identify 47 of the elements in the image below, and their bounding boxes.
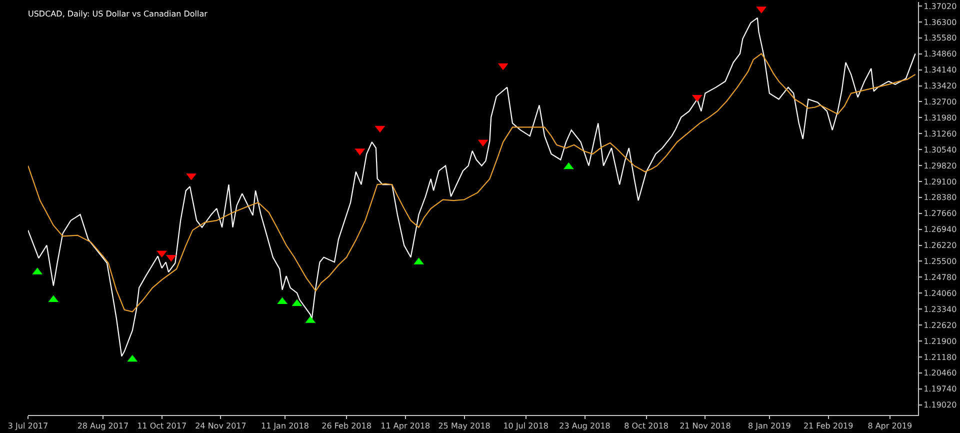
y-tick-label: 1.29820 xyxy=(924,161,957,170)
y-tick-label: 1.26220 xyxy=(924,241,957,250)
x-tick-label: 25 May 2018 xyxy=(438,422,490,431)
y-tick-label: 1.35580 xyxy=(924,34,957,43)
y-tick-label: 1.28380 xyxy=(924,193,957,202)
y-tick-label: 1.21180 xyxy=(924,352,957,362)
x-tick-label: 21 Nov 2018 xyxy=(680,422,731,431)
y-tick-label: 1.19740 xyxy=(924,384,957,394)
y-tick-label: 1.24780 xyxy=(924,272,957,282)
x-tick-label: 24 Nov 2017 xyxy=(195,422,246,431)
y-tick-label: 1.34860 xyxy=(924,50,957,59)
x-tick-label: 8 Oct 2018 xyxy=(624,422,669,431)
y-tick-label: 1.31980 xyxy=(924,113,957,122)
text: USDCAD, Daily: US Dollar vs Canadian Dollar xyxy=(28,9,208,18)
x-tick-label: 26 Feb 2018 xyxy=(322,422,372,431)
y-tick-label: 1.20460 xyxy=(924,368,957,378)
y-tick-label: 1.31260 xyxy=(924,129,957,138)
x-tick-label: 10 Jul 2018 xyxy=(503,422,548,431)
x-tick-label: 11 Apr 2018 xyxy=(380,422,430,431)
y-tick-label: 1.23340 xyxy=(924,304,957,314)
point xyxy=(277,297,288,304)
point xyxy=(186,173,196,180)
y-tick-label: 1.34140 xyxy=(924,66,957,75)
y-tick-label: 1.32700 xyxy=(924,98,957,106)
line-series xyxy=(28,53,916,312)
x-tick-label: 21 Feb 2019 xyxy=(803,422,854,431)
x-tick-label: 11 Oct 2017 xyxy=(137,422,187,431)
x-tick-label: 8 Apr 2019 xyxy=(868,422,912,431)
y-tick-label: 1.36300 xyxy=(924,18,957,27)
y-tick-label: 1.27660 xyxy=(924,209,957,218)
y-tick-label: 1.22620 xyxy=(924,320,957,330)
x-tick-label: 28 Aug 2017 xyxy=(77,422,129,431)
y-tick-label: 1.19020 xyxy=(924,400,957,410)
x-tick-label: 8 Jan 2019 xyxy=(748,422,791,431)
y-tick-label: 1.26940 xyxy=(924,225,957,234)
y-tick-label: 1.25500 xyxy=(924,257,957,266)
line-series xyxy=(28,17,916,357)
y-tick-label: 1.24060 xyxy=(924,288,957,298)
x-tick-label: 23 Aug 2018 xyxy=(559,422,610,431)
y-tick-label: 1.30540 xyxy=(924,145,957,154)
y-tick-label: 1.21900 xyxy=(924,336,957,346)
y-tick-label: 1.33420 xyxy=(924,82,957,91)
y-tick-label: 1.37020 xyxy=(924,2,957,11)
x-tick-label: 3 Jul 2017 xyxy=(8,422,48,431)
y-tick-label: 1.29100 xyxy=(924,177,957,186)
point xyxy=(166,254,176,262)
x-tick-label: 11 Jan 2018 xyxy=(260,422,309,431)
